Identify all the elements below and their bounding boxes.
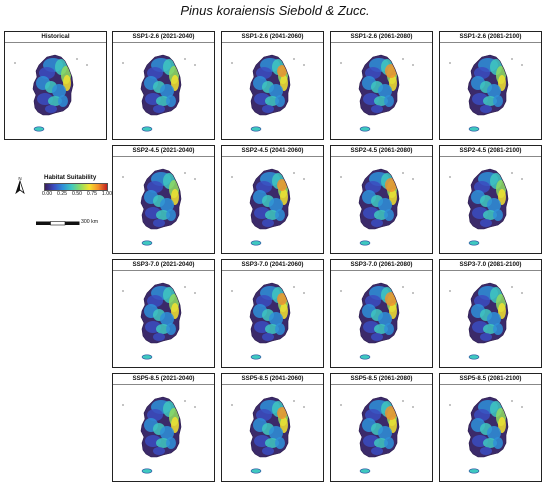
korea-map (231, 54, 305, 132)
korea-map (122, 396, 196, 474)
scenario-panel: SSP5-8.5 (2081-2100) (439, 373, 542, 482)
panel-label: SSP2-4.5 (2061-2080) (350, 147, 413, 154)
legend-ticks: 0.00 0.25 0.50 0.75 1.00 (42, 191, 112, 197)
korea-map (122, 168, 196, 246)
scenario-panel: SSP3-7.0 (2061-2080) (330, 259, 433, 368)
panel-divider (113, 42, 214, 43)
korea-map (340, 396, 414, 474)
north-arrow-icon: N (15, 176, 25, 195)
scenario-panel: SSP2-4.5 (2081-2100) (439, 145, 542, 254)
north-label: N (18, 176, 21, 181)
legend: Habitat Suitability 0.00 0.25 0.50 0.75 … (8, 170, 113, 240)
legend-colorbar (44, 183, 108, 191)
historical-panel: Historical (4, 31, 107, 140)
korea-map (449, 168, 523, 246)
panel-label: SSP2-4.5 (2081-2100) (459, 147, 522, 154)
korea-map (340, 282, 414, 360)
legend-tick: 0.00 (42, 191, 53, 197)
panel-divider (5, 42, 106, 43)
scenario-panel: SSP1-2.6 (2061-2080) (330, 31, 433, 140)
scenario-panel: SSP2-4.5 (2021-2040) (112, 145, 215, 254)
scenario-panel: SSP2-4.5 (2061-2080) (330, 145, 433, 254)
scenario-panel: SSP5-8.5 (2041-2060) (221, 373, 324, 482)
panel-label: SSP3-7.0 (2081-2100) (459, 261, 522, 268)
scenario-panel: SSP3-7.0 (2041-2060) (221, 259, 324, 368)
scenario-panel: SSP3-7.0 (2081-2100) (439, 259, 542, 368)
scenario-panel: SSP1-2.6 (2081-2100) (439, 31, 542, 140)
panel-divider (331, 384, 432, 385)
scenario-panel: SSP5-8.5 (2021-2040) (112, 373, 215, 482)
panel-label: SSP1-2.6 (2021-2040) (132, 33, 195, 40)
korea-map (231, 282, 305, 360)
korea-map (231, 396, 305, 474)
korea-map (449, 396, 523, 474)
panel-divider (331, 42, 432, 43)
panel-divider (222, 42, 323, 43)
panel-divider (440, 270, 541, 271)
panel-divider (222, 156, 323, 157)
korea-map (122, 54, 196, 132)
scale-bar (36, 221, 80, 226)
panel-label: SSP3-7.0 (2061-2080) (350, 261, 413, 268)
panel-label: SSP5-8.5 (2081-2100) (459, 375, 522, 382)
scenario-panel: SSP3-7.0 (2021-2040) (112, 259, 215, 368)
panel-divider (440, 384, 541, 385)
panel-divider (440, 156, 541, 157)
scenario-panel: SSP1-2.6 (2021-2040) (112, 31, 215, 140)
panel-label: SSP5-8.5 (2041-2060) (241, 375, 304, 382)
scenario-panel: SSP1-2.6 (2041-2060) (221, 31, 324, 140)
panel-divider (113, 270, 214, 271)
panel-label: SSP5-8.5 (2061-2080) (350, 375, 413, 382)
panel-divider (331, 270, 432, 271)
legend-tick: 0.75 (86, 191, 98, 197)
panel-divider (440, 42, 541, 43)
legend-tick: 0.25 (56, 191, 68, 197)
legend-tick: 0.50 (71, 191, 83, 197)
panel-label: SSP1-2.6 (2041-2060) (241, 33, 304, 40)
korea-map (449, 54, 523, 132)
panel-label: SSP1-2.6 (2081-2100) (459, 33, 522, 40)
panel-divider (113, 156, 214, 157)
panel-divider (113, 384, 214, 385)
panel-label: SSP3-7.0 (2041-2060) (241, 261, 304, 268)
panel-label: SSP3-7.0 (2021-2040) (132, 261, 195, 268)
korea-map (122, 282, 196, 360)
korea-map (340, 54, 414, 132)
scenario-panel: SSP2-4.5 (2041-2060) (221, 145, 324, 254)
scale-label: 300 km (81, 219, 99, 225)
scenario-panel: SSP5-8.5 (2061-2080) (330, 373, 433, 482)
panel-label: SSP1-2.6 (2061-2080) (350, 33, 413, 40)
korea-map (231, 168, 305, 246)
korea-map (449, 282, 523, 360)
korea-map (340, 168, 414, 246)
panel-label: SSP5-8.5 (2021-2040) (132, 375, 195, 382)
korea-map (14, 54, 88, 132)
panel-divider (331, 156, 432, 157)
panel-label: SSP2-4.5 (2021-2040) (132, 147, 195, 154)
panel-divider (222, 270, 323, 271)
panel-label: SSP2-4.5 (2041-2060) (241, 147, 304, 154)
figure-title: Pinus koraiensis Siebold & Zucc. (180, 3, 370, 18)
historical-label: Historical (41, 33, 70, 40)
panel-divider (222, 384, 323, 385)
legend-title: Habitat Suitability (44, 174, 97, 181)
legend-tick: 1.00 (101, 191, 112, 197)
